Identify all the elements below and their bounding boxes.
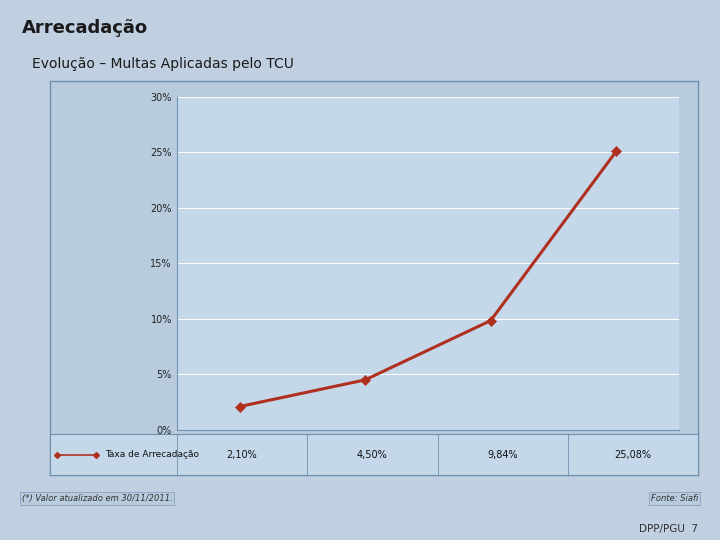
Text: 2,10%: 2,10% bbox=[227, 449, 257, 460]
Text: 4,50%: 4,50% bbox=[357, 449, 388, 460]
Text: Fonte: Siafi: Fonte: Siafi bbox=[651, 494, 698, 503]
Text: 25,08%: 25,08% bbox=[615, 449, 652, 460]
Text: Arrecadação: Arrecadação bbox=[22, 19, 148, 37]
Text: 9,84%: 9,84% bbox=[487, 449, 518, 460]
Text: DPP/PGU  7: DPP/PGU 7 bbox=[639, 523, 698, 534]
Text: Evolução – Multas Aplicadas pelo TCU: Evolução – Multas Aplicadas pelo TCU bbox=[32, 57, 294, 71]
Text: (*) Valor atualizado em 30/11/2011.: (*) Valor atualizado em 30/11/2011. bbox=[22, 494, 172, 503]
Text: Taxa de Arrecadação: Taxa de Arrecadação bbox=[106, 450, 199, 459]
